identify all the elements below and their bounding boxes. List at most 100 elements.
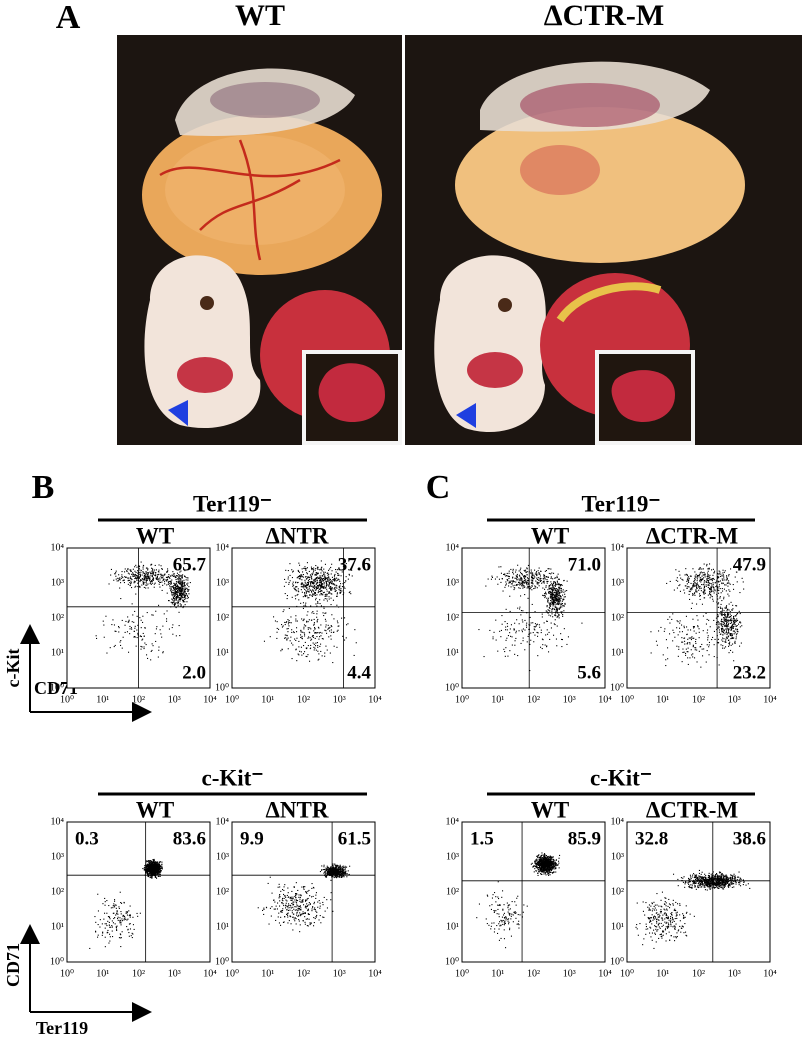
event-dot	[522, 621, 523, 622]
event-dot	[491, 579, 492, 580]
event-dot	[551, 572, 552, 573]
event-dot	[514, 623, 515, 624]
event-dot	[284, 884, 285, 885]
event-dot	[507, 579, 508, 580]
event-dot	[306, 656, 307, 657]
event-dot	[151, 861, 152, 862]
event-dot	[316, 892, 317, 893]
event-dot	[309, 595, 310, 596]
event-dot	[516, 578, 517, 579]
event-dot	[310, 582, 311, 583]
event-dot	[727, 628, 728, 629]
event-dot	[117, 926, 118, 927]
event-dot	[283, 609, 284, 610]
event-dot	[724, 615, 725, 616]
event-dot	[144, 587, 145, 588]
event-dot	[176, 579, 177, 580]
event-dot	[169, 585, 170, 586]
x-tick-label: 10¹	[261, 968, 274, 979]
event-dot	[337, 592, 338, 593]
event-dot	[303, 645, 304, 646]
event-dot	[514, 628, 515, 629]
event-dot	[166, 579, 167, 580]
event-dot	[125, 625, 126, 626]
event-dot	[286, 909, 287, 910]
event-dot	[526, 584, 527, 585]
event-dot	[301, 586, 302, 587]
event-dot	[733, 637, 734, 638]
event-dot	[179, 576, 180, 577]
event-dot	[305, 901, 306, 902]
event-dot	[315, 898, 316, 899]
event-dot	[161, 577, 162, 578]
event-dot	[286, 621, 287, 622]
event-dot	[284, 579, 285, 580]
event-dot	[168, 581, 169, 582]
event-dot	[337, 865, 338, 866]
event-dot	[541, 632, 542, 633]
event-dot	[158, 657, 159, 658]
event-dot	[142, 616, 143, 617]
event-dot	[289, 622, 290, 623]
event-dot	[724, 633, 725, 634]
event-dot	[724, 607, 725, 608]
event-dot	[534, 629, 535, 630]
event-dot	[166, 572, 167, 573]
event-dot	[149, 873, 150, 874]
event-dot	[147, 872, 148, 873]
event-dot	[690, 589, 691, 590]
event-dot	[156, 865, 157, 866]
event-dot	[328, 570, 329, 571]
event-dot	[164, 583, 165, 584]
event-dot	[554, 595, 555, 596]
event-dot	[497, 651, 498, 652]
event-dot	[137, 637, 138, 638]
event-dot	[182, 583, 183, 584]
event-dot	[306, 919, 307, 920]
event-dot	[146, 578, 147, 579]
event-dot	[284, 898, 285, 899]
event-dot	[114, 899, 115, 900]
event-dot	[183, 585, 184, 586]
event-dot	[539, 574, 540, 575]
event-dot	[271, 906, 272, 907]
event-dot	[522, 581, 523, 582]
event-dot	[308, 636, 309, 637]
event-dot	[299, 894, 300, 895]
event-dot	[161, 582, 162, 583]
event-dot	[121, 913, 122, 914]
event-dot	[284, 638, 285, 639]
event-dot	[321, 865, 322, 866]
event-dot	[183, 600, 184, 601]
event-dot	[295, 895, 296, 896]
event-dot	[331, 625, 332, 626]
event-dot	[701, 569, 702, 570]
event-dot	[167, 593, 168, 594]
event-dot	[162, 652, 163, 653]
event-dot	[321, 560, 322, 561]
event-dot	[286, 903, 287, 904]
event-dot	[311, 910, 312, 911]
event-dot	[333, 600, 334, 601]
event-dot	[310, 648, 311, 649]
event-dot	[307, 898, 308, 899]
event-dot	[113, 913, 114, 914]
event-dot	[728, 623, 729, 624]
event-dot	[307, 573, 308, 574]
event-dot	[557, 581, 558, 582]
event-dot	[283, 890, 284, 891]
event-dot	[527, 574, 528, 575]
event-dot	[721, 619, 722, 620]
event-dot	[555, 604, 556, 605]
event-dot	[142, 646, 143, 647]
event-dot	[733, 631, 734, 632]
event-dot	[318, 573, 319, 574]
plot-title: WT	[136, 797, 174, 822]
event-dot	[535, 586, 536, 587]
event-dot	[317, 647, 318, 648]
event-dot	[322, 570, 323, 571]
event-dot	[279, 886, 280, 887]
event-dot	[128, 929, 129, 930]
event-dot	[148, 576, 149, 577]
event-dot	[120, 645, 121, 646]
